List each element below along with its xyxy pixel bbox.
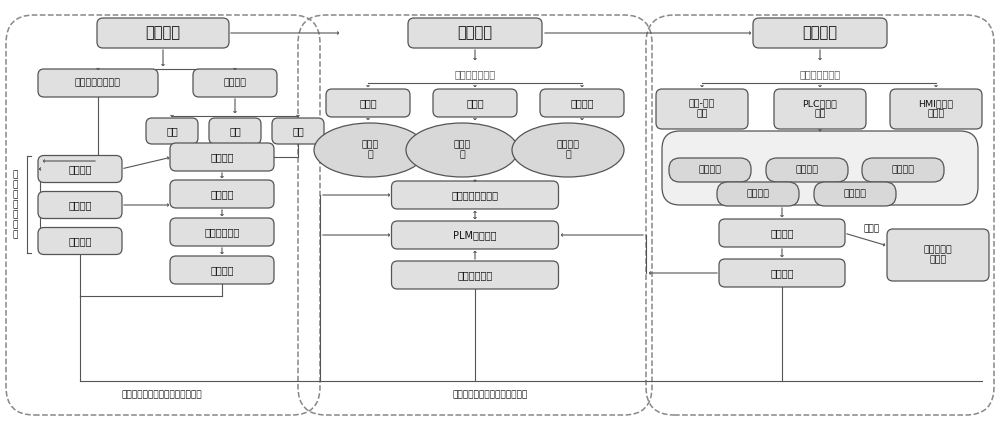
FancyBboxPatch shape [433, 89, 517, 117]
FancyBboxPatch shape [272, 118, 324, 144]
FancyBboxPatch shape [719, 219, 845, 247]
FancyBboxPatch shape [719, 259, 845, 287]
Text: PLM数据管理: PLM数据管理 [453, 230, 497, 240]
Text: 结构设计: 结构设计 [210, 265, 234, 275]
FancyBboxPatch shape [326, 89, 410, 117]
FancyBboxPatch shape [38, 155, 122, 183]
Ellipse shape [512, 123, 624, 177]
Text: 功能设计: 功能设计 [210, 189, 234, 199]
Text: 需求分析: 需求分析 [210, 152, 234, 162]
Text: 电气学: 电气学 [466, 98, 484, 108]
FancyBboxPatch shape [392, 181, 558, 209]
Text: 多学科协同建模: 多学科协同建模 [454, 69, 496, 79]
Text: 制造: 制造 [229, 126, 241, 136]
Text: 概念设计: 概念设计 [146, 26, 180, 40]
Text: 依据调试效果进行具体设计优化: 依据调试效果进行具体设计优化 [452, 390, 528, 400]
FancyBboxPatch shape [408, 18, 542, 48]
FancyBboxPatch shape [38, 191, 122, 218]
FancyBboxPatch shape [890, 89, 982, 129]
FancyBboxPatch shape [669, 158, 751, 182]
FancyBboxPatch shape [862, 158, 944, 182]
Text: HMI人机界
面仿真: HMI人机界 面仿真 [918, 100, 954, 119]
FancyBboxPatch shape [392, 221, 558, 249]
FancyBboxPatch shape [753, 18, 887, 48]
Text: 优化后: 优化后 [864, 225, 880, 233]
Text: 依据调试效果进行概念性设计变更: 依据调试效果进行概念性设计变更 [122, 390, 202, 400]
Text: 功能知识: 功能知识 [68, 164, 92, 174]
FancyBboxPatch shape [170, 180, 274, 208]
FancyBboxPatch shape [193, 69, 277, 97]
FancyBboxPatch shape [774, 89, 866, 129]
FancyBboxPatch shape [717, 182, 799, 206]
Text: 机械学: 机械学 [359, 98, 377, 108]
Text: 多学科协同仿真: 多学科协同仿真 [799, 69, 841, 79]
Text: 调试效果: 调试效果 [770, 268, 794, 278]
Text: 自动化学: 自动化学 [570, 98, 594, 108]
FancyBboxPatch shape [540, 89, 624, 117]
Text: 性能分析: 性能分析 [746, 190, 770, 198]
FancyBboxPatch shape [209, 118, 261, 144]
Text: 多
学
科
知
识
协
同: 多 学 科 知 识 协 同 [13, 171, 18, 240]
FancyBboxPatch shape [766, 158, 848, 182]
Text: 服务: 服务 [292, 126, 304, 136]
Text: 环境模拟: 环境模拟 [844, 190, 867, 198]
Text: 功能仿真: 功能仿真 [796, 166, 818, 175]
Text: 虚拟验证: 虚拟验证 [802, 26, 837, 40]
FancyBboxPatch shape [392, 261, 558, 289]
Text: 功能: 功能 [166, 126, 178, 136]
FancyBboxPatch shape [38, 228, 122, 254]
FancyBboxPatch shape [814, 182, 896, 206]
Text: 软件集成平台: 软件集成平台 [457, 270, 493, 280]
Text: 自动化模
型: 自动化模 型 [556, 140, 580, 159]
Text: 行为参数设计: 行为参数设计 [204, 227, 240, 237]
Text: 电气模
型: 电气模 型 [453, 140, 471, 159]
FancyBboxPatch shape [662, 131, 978, 205]
Ellipse shape [314, 123, 426, 177]
Text: 结构知识: 结构知识 [68, 236, 92, 246]
FancyBboxPatch shape [656, 89, 748, 129]
Text: 详细设计: 详细设计 [458, 26, 492, 40]
Text: 构建数字孪生模型: 构建数字孪生模型 [452, 190, 498, 200]
Text: 机械模
型: 机械模 型 [361, 140, 379, 159]
FancyBboxPatch shape [97, 18, 229, 48]
FancyBboxPatch shape [887, 229, 989, 281]
FancyBboxPatch shape [170, 218, 274, 246]
Text: 虚拟调试: 虚拟调试 [770, 228, 794, 238]
Text: PLC控制器
仿真: PLC控制器 仿真 [803, 100, 837, 119]
FancyBboxPatch shape [170, 256, 274, 284]
Text: 最佳数字孪
生模型: 最佳数字孪 生模型 [924, 245, 952, 264]
Text: 模块划分: 模块划分 [224, 78, 246, 88]
Text: 行为知识: 行为知识 [68, 200, 92, 210]
Text: 物理空间数据整合: 物理空间数据整合 [75, 78, 121, 88]
Text: 运动-控制
仿真: 运动-控制 仿真 [689, 100, 715, 119]
FancyBboxPatch shape [170, 143, 274, 171]
Ellipse shape [406, 123, 518, 177]
Text: 外观模拟: 外观模拟 [698, 166, 722, 175]
Text: 行为分析: 行为分析 [892, 166, 914, 175]
FancyBboxPatch shape [38, 69, 158, 97]
FancyBboxPatch shape [146, 118, 198, 144]
